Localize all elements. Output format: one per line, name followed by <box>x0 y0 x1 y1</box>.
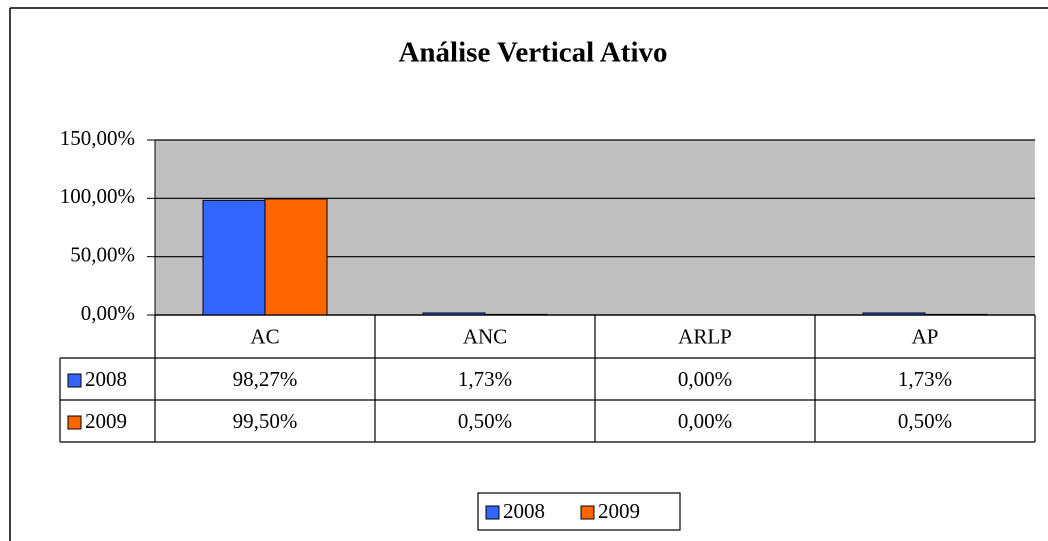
table-row-label: 2008 <box>85 367 127 391</box>
legend-key <box>485 505 500 520</box>
legend <box>477 492 681 531</box>
legend-key <box>67 415 82 430</box>
y-tick-label: 100,00% <box>60 184 135 208</box>
bar <box>202 199 266 316</box>
legend-key <box>580 505 595 520</box>
table-value: 1,73% <box>458 367 512 391</box>
bar <box>264 198 328 316</box>
table-value: 0,50% <box>458 409 512 433</box>
table-value: 98,27% <box>233 367 298 391</box>
y-tick-label: 150,00% <box>60 126 135 150</box>
table-value: 99,50% <box>233 409 298 433</box>
y-tick-label: 0,00% <box>81 301 135 325</box>
chart-title: Análise Vertical Ativo <box>398 37 667 69</box>
y-tick-label: 50,00% <box>70 242 135 266</box>
legend-label: 2009 <box>598 499 640 523</box>
x-tick-label: ANC <box>463 324 507 348</box>
legend-key <box>67 373 82 388</box>
table-row-label: 2009 <box>85 409 127 433</box>
table-value: 0,50% <box>898 409 952 433</box>
table-value: 0,00% <box>678 367 732 391</box>
x-tick-label: AP <box>912 324 939 348</box>
table-value: 0,00% <box>678 409 732 433</box>
table-value: 1,73% <box>898 367 952 391</box>
x-tick-label: ARLP <box>678 324 732 348</box>
legend-label: 2008 <box>503 499 545 523</box>
x-tick-label: AC <box>250 324 279 348</box>
